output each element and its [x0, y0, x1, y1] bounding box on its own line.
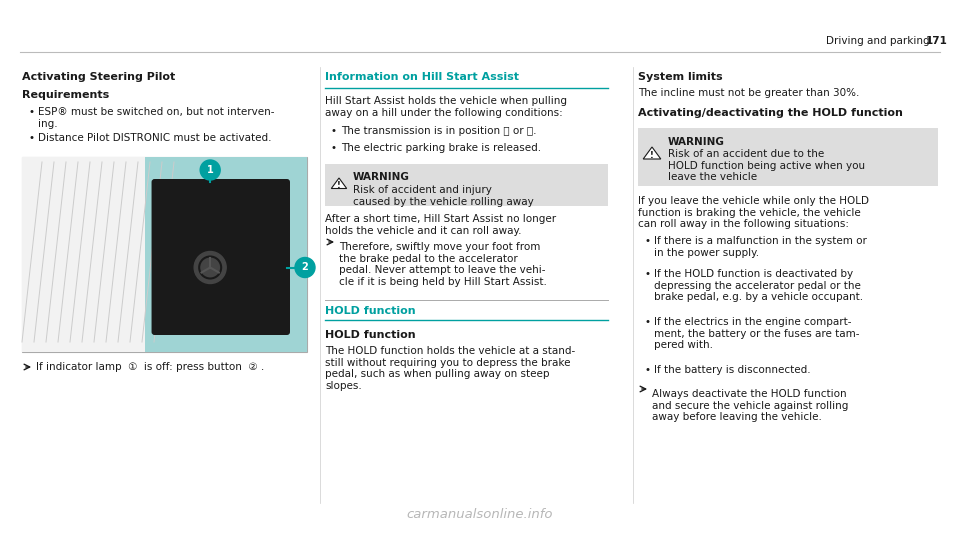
Text: The transmission is in position ⓓ or Ⓡ.: The transmission is in position ⓓ or Ⓡ.	[341, 126, 537, 136]
Text: 1: 1	[206, 165, 213, 175]
Text: carmanualsonline.info: carmanualsonline.info	[407, 508, 553, 521]
Text: •: •	[644, 365, 650, 375]
Text: System limits: System limits	[638, 72, 723, 82]
Text: Information on Hill Start Assist: Information on Hill Start Assist	[325, 72, 519, 82]
Text: If there is a malfunction in the system or
in the power supply.: If there is a malfunction in the system …	[654, 236, 867, 257]
Text: •: •	[644, 269, 650, 279]
Polygon shape	[643, 147, 660, 159]
Text: •: •	[331, 143, 337, 153]
FancyBboxPatch shape	[638, 128, 938, 186]
Circle shape	[194, 252, 227, 284]
Text: WARNING: WARNING	[353, 172, 410, 182]
FancyBboxPatch shape	[152, 179, 290, 335]
Text: If you leave the vehicle while only the HOLD
function is braking the vehicle, th: If you leave the vehicle while only the …	[638, 196, 869, 229]
Text: If the battery is disconnected.: If the battery is disconnected.	[654, 365, 810, 375]
Text: Activating/deactivating the HOLD function: Activating/deactivating the HOLD functio…	[638, 108, 902, 118]
Text: If the HOLD function is deactivated by
depressing the accelerator pedal or the
b: If the HOLD function is deactivated by d…	[654, 269, 863, 302]
Text: After a short time, Hill Start Assist no longer
holds the vehicle and it can rol: After a short time, Hill Start Assist no…	[325, 214, 556, 236]
Text: 2: 2	[301, 262, 308, 272]
Text: 171: 171	[926, 36, 948, 46]
Text: Risk of accident and injury
caused by the vehicle rolling away: Risk of accident and injury caused by th…	[353, 185, 534, 207]
Text: •: •	[331, 126, 337, 136]
Polygon shape	[331, 178, 347, 189]
Text: If the electrics in the engine compart-
ment, the battery or the fuses are tam-
: If the electrics in the engine compart- …	[654, 317, 859, 350]
Text: •: •	[28, 133, 34, 143]
Text: Requirements: Requirements	[22, 90, 109, 100]
Text: Distance Pilot DISTRONIC must be activated.: Distance Pilot DISTRONIC must be activat…	[38, 133, 272, 143]
Circle shape	[295, 257, 315, 278]
Text: The HOLD function holds the vehicle at a stand-
still without requiring you to d: The HOLD function holds the vehicle at a…	[325, 346, 575, 391]
FancyBboxPatch shape	[22, 157, 307, 352]
Text: Risk of an accident due to the
HOLD function being active when you
leave the veh: Risk of an accident due to the HOLD func…	[668, 149, 865, 182]
FancyBboxPatch shape	[145, 157, 307, 352]
Text: HOLD function: HOLD function	[325, 306, 416, 316]
Text: Driving and parking: Driving and parking	[827, 36, 930, 46]
Circle shape	[201, 160, 220, 180]
Text: HOLD function: HOLD function	[325, 330, 416, 340]
Text: Hill Start Assist holds the vehicle when pulling
away on a hill under the follow: Hill Start Assist holds the vehicle when…	[325, 96, 567, 118]
Text: !: !	[650, 151, 654, 160]
Text: The incline must not be greater than 30%.: The incline must not be greater than 30%…	[638, 88, 859, 98]
Text: !: !	[337, 181, 341, 190]
Text: If indicator lamp  ①  is off: press button  ② .: If indicator lamp ① is off: press button…	[36, 362, 264, 372]
Text: Always deactivate the HOLD function
and secure the vehicle against rolling
away : Always deactivate the HOLD function and …	[652, 389, 849, 422]
Text: The electric parking brake is released.: The electric parking brake is released.	[341, 143, 541, 153]
FancyBboxPatch shape	[22, 157, 145, 352]
Text: WARNING: WARNING	[668, 137, 725, 147]
Text: •: •	[644, 236, 650, 246]
Text: Activating Steering Pilot: Activating Steering Pilot	[22, 72, 176, 82]
Text: Therefore, swiftly move your foot from
the brake pedal to the accelerator
pedal.: Therefore, swiftly move your foot from t…	[339, 242, 547, 287]
Text: ESP® must be switched on, but not interven-
ing.: ESP® must be switched on, but not interv…	[38, 107, 275, 128]
Text: •: •	[644, 317, 650, 327]
Text: •: •	[28, 107, 34, 117]
FancyBboxPatch shape	[325, 164, 608, 206]
